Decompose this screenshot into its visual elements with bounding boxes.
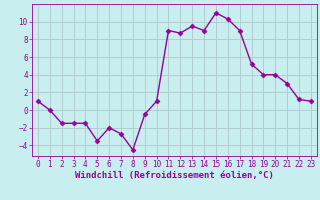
X-axis label: Windchill (Refroidissement éolien,°C): Windchill (Refroidissement éolien,°C) xyxy=(75,171,274,180)
